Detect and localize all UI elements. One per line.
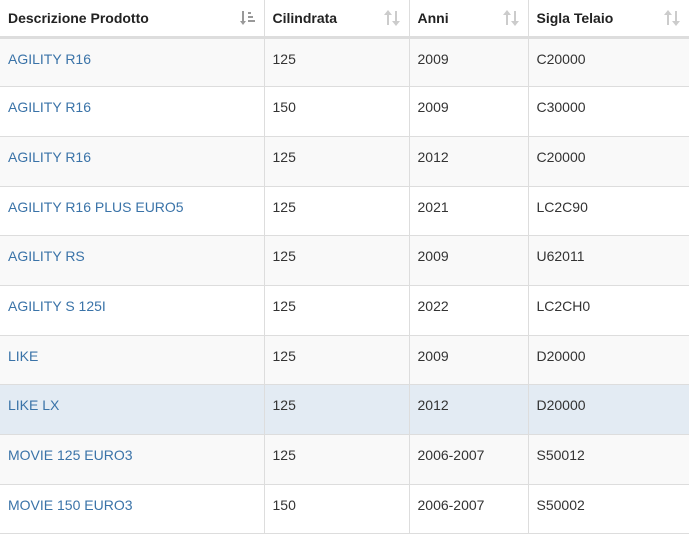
cell-cilindrata: 125 [264,186,410,237]
cell-sigla-telaio: U62011 [528,235,689,286]
product-link[interactable]: AGILITY R16 [8,148,92,165]
column-header-label: Cilindrata [272,9,338,26]
product-link[interactable]: MOVIE 150 EURO3 [8,496,133,513]
cell-descrizione[interactable]: AGILITY S 125I [0,285,265,336]
cell-cilindrata: 125 [264,335,410,386]
product-link[interactable]: LIKE [8,347,39,364]
cell-descrizione[interactable]: LIKE [0,335,265,386]
cell-cilindrata: 125 [264,434,410,485]
column-header-anni[interactable]: Anni [409,0,529,39]
column-header-label: Descrizione Prodotto [8,9,149,26]
product-link[interactable]: AGILITY R16 [8,50,92,67]
column-header-label: Anni [417,9,449,26]
cell-cilindrata: 125 [264,37,410,88]
table-header-row: Descrizione Prodotto Cilindrata [0,0,689,39]
cell-descrizione[interactable]: AGILITY RS [0,235,265,286]
cell-descrizione[interactable]: MOVIE 125 EURO3 [0,434,265,485]
cell-cilindrata: 125 [264,136,410,187]
cell-cilindrata: 125 [264,285,410,336]
cell-cilindrata: 150 [264,86,410,137]
product-link[interactable]: LIKE LX [8,397,60,414]
cell-anni: 2022 [409,285,529,336]
column-header-label: Sigla Telaio [536,9,614,26]
cell-sigla-telaio: C20000 [528,136,689,187]
cell-sigla-telaio: D20000 [528,384,689,435]
table-row[interactable]: AGILITY R16 150 2009 C30000 [0,86,689,137]
cell-descrizione[interactable]: AGILITY R16 PLUS EURO5 [0,186,265,237]
cell-anni: 2009 [409,235,529,286]
table-row[interactable]: AGILITY R16 PLUS EURO5 125 2021 LC2C90 [0,186,689,237]
table-row[interactable]: MOVIE 125 EURO3 125 2006-2007 S50012 [0,434,689,485]
cell-descrizione[interactable]: AGILITY R16 [0,86,265,137]
cell-sigla-telaio: LC2C90 [528,186,689,237]
cell-anni: 2006-2007 [409,484,529,535]
cell-sigla-telaio: D20000 [528,335,689,386]
table-row[interactable]: AGILITY S 125I 125 2022 LC2CH0 [0,285,689,336]
cell-sigla-telaio: S50012 [528,434,689,485]
cell-descrizione[interactable]: AGILITY R16 [0,136,265,187]
cell-anni: 2012 [409,384,529,435]
table-row[interactable]: MOVIE 150 EURO3 150 2006-2007 S50002 [0,484,689,535]
table-row-highlighted[interactable]: LIKE LX 125 2012 D20000 [0,384,689,435]
cell-cilindrata: 125 [264,235,410,286]
sort-both-icon[interactable] [383,10,400,26]
cell-anni: 2006-2007 [409,434,529,485]
cell-sigla-telaio: LC2CH0 [528,285,689,336]
table-row[interactable]: LIKE 125 2009 D20000 [0,335,689,386]
table-row[interactable]: AGILITY R16 125 2009 C20000 [0,37,689,88]
column-header-cilindrata[interactable]: Cilindrata [264,0,410,39]
product-link[interactable]: AGILITY R16 PLUS EURO5 [8,198,184,215]
cell-cilindrata: 150 [264,484,410,535]
cell-anni: 2012 [409,136,529,187]
cell-anni: 2009 [409,335,529,386]
product-link[interactable]: MOVIE 125 EURO3 [8,447,133,463]
table-row[interactable]: AGILITY RS 125 2009 U62011 [0,235,689,286]
sort-both-icon[interactable] [502,10,519,26]
product-link[interactable]: AGILITY S 125I [8,297,106,314]
cell-sigla-telaio: C30000 [528,86,689,137]
product-link[interactable]: AGILITY RS [8,248,85,265]
cell-cilindrata: 125 [264,384,410,435]
product-link[interactable]: AGILITY R16 [8,99,92,116]
cell-anni: 2009 [409,86,529,137]
cell-descrizione[interactable]: LIKE LX [0,384,265,435]
cell-sigla-telaio: S50002 [528,484,689,535]
sort-both-icon[interactable] [664,10,680,26]
sort-ascending-icon[interactable] [239,10,255,26]
cell-descrizione[interactable]: AGILITY R16 [0,37,265,88]
column-header-descrizione[interactable]: Descrizione Prodotto [0,0,265,39]
cell-anni: 2021 [409,186,529,237]
cell-descrizione[interactable]: MOVIE 150 EURO3 [0,484,265,535]
table-row[interactable]: AGILITY R16 125 2012 C20000 [0,136,689,187]
column-header-sigla-telaio[interactable]: Sigla Telaio [528,0,689,39]
cell-sigla-telaio: C20000 [528,37,689,88]
cell-anni: 2009 [409,37,529,88]
